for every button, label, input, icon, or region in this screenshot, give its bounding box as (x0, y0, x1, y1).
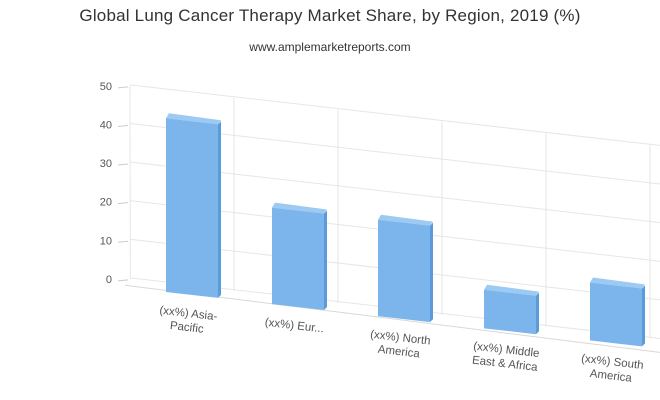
x-tick-label: (xx%) Eur... (264, 317, 324, 336)
y-tick-label: 20 (100, 197, 112, 209)
x-tick-label: (xx%) SouthAmerica (579, 353, 644, 386)
bar (272, 202, 327, 311)
y-tick-mark (117, 279, 129, 282)
bar-side-face (642, 285, 645, 347)
bar-top-face (272, 202, 327, 214)
y-tick-label: 0 (106, 274, 112, 286)
y-axis: 0 10 20 30 40 50 (100, 81, 129, 286)
y-tick-mark (117, 240, 129, 243)
bar (484, 284, 539, 335)
bar (590, 277, 645, 347)
chart-subtitle: www.amplemarketreports.com (249, 40, 411, 54)
bar-front-face (378, 219, 430, 323)
bar-side-face (218, 121, 221, 298)
x-axis: (xx%) Asia-Pacific (xx%) Eur... (xx%) Nort… (157, 305, 644, 386)
x-tick-label: (xx%) Asia-Pacific (157, 305, 218, 337)
bar-top-face (378, 214, 433, 226)
y-tick-label: 10 (100, 235, 112, 247)
bar (378, 214, 433, 323)
x-tick-label: (xx%) MiddleEast & Africa (471, 341, 540, 374)
bar-front-face (590, 282, 642, 347)
y-tick-mark (117, 202, 129, 205)
x-tick-label: (xx%) NorthAmerica (368, 329, 431, 362)
y-tick-label: 30 (100, 158, 112, 170)
y-tick-label: 50 (100, 81, 112, 93)
bar-series (166, 113, 645, 347)
bar-front-face (272, 207, 324, 311)
bar-front-face (484, 289, 536, 335)
bar (166, 113, 221, 298)
bar-side-face (430, 222, 433, 323)
bar-top-face (484, 284, 539, 296)
bar-front-face (166, 118, 218, 298)
y-tick-label: 40 (100, 119, 112, 131)
bar-top-face (166, 113, 221, 125)
bar-top-face (590, 277, 645, 289)
y-tick-mark (117, 124, 129, 127)
y-tick-mark (117, 86, 129, 89)
chart-title: Global Lung Cancer Therapy Market Share,… (79, 6, 581, 25)
y-tick-mark (117, 163, 129, 166)
bar-side-face (324, 210, 327, 311)
bar-side-face (536, 292, 539, 335)
horizontal-grid-line (129, 84, 660, 146)
